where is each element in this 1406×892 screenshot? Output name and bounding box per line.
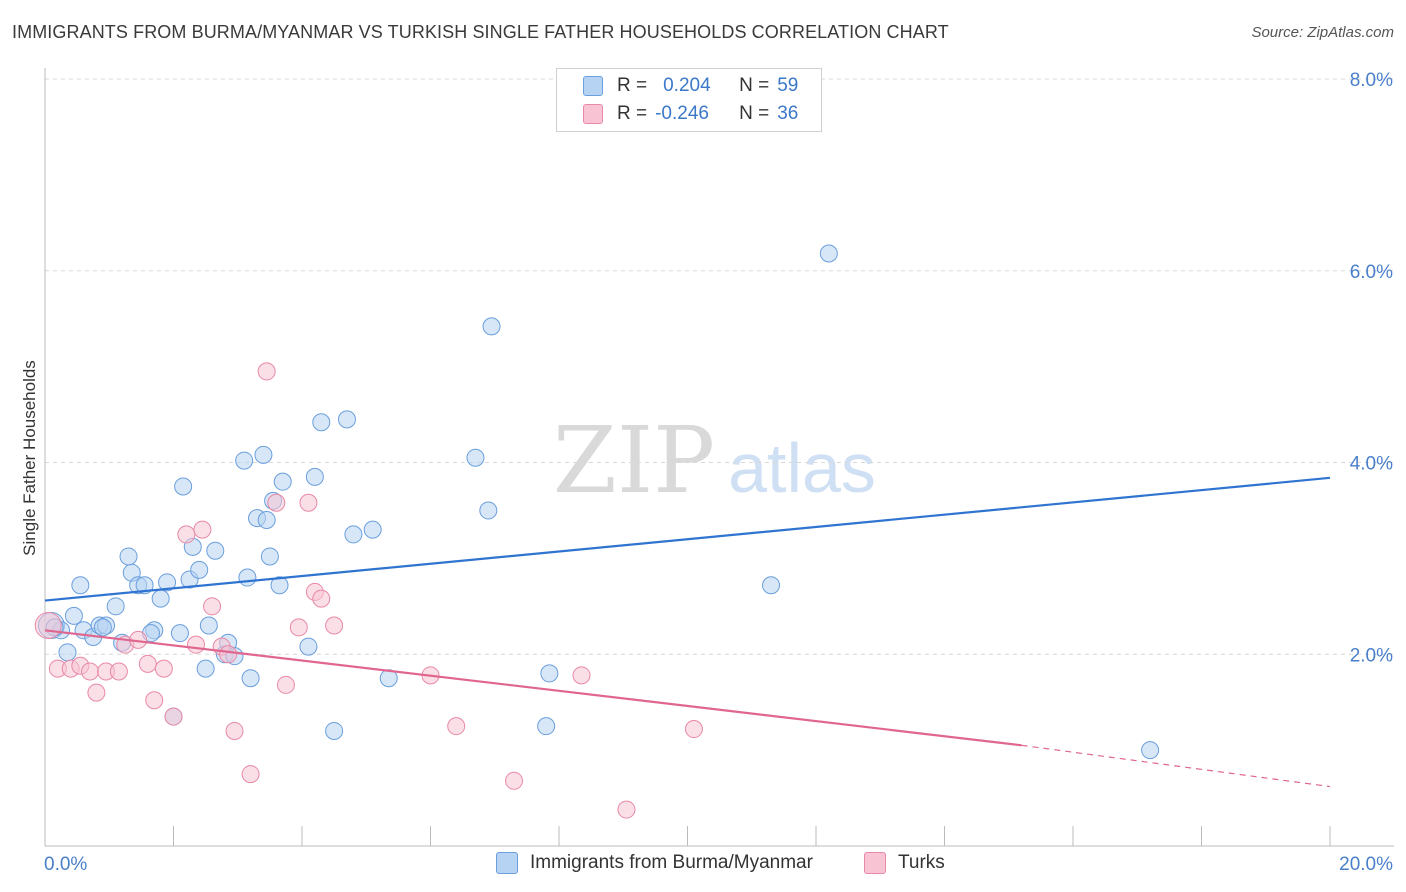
turks-point	[80, 662, 99, 681]
burma-point	[537, 717, 556, 736]
burma-point	[199, 616, 218, 635]
turks-point	[505, 771, 524, 790]
turks-point	[684, 720, 703, 739]
turks-point	[276, 675, 295, 694]
y-axis-title: Single Father Households	[20, 360, 39, 556]
bottom-legend-swatch-pink	[864, 852, 886, 874]
legend-n-value: 36	[777, 103, 799, 124]
burma-point	[119, 547, 138, 566]
legend-swatch-pink	[583, 104, 603, 124]
turks-point	[219, 645, 238, 664]
turks-point	[572, 666, 591, 685]
turks-point	[299, 493, 318, 512]
legend-r-value: -0.246	[655, 103, 709, 124]
turks-trend-line	[44, 629, 1022, 747]
turks-point	[109, 662, 128, 681]
burma-point	[257, 511, 276, 530]
source-label: Source: ZipAtlas.com	[1251, 24, 1394, 41]
turks-point	[241, 765, 260, 784]
legend-n-label: N =	[739, 103, 770, 124]
burma-point	[762, 576, 781, 595]
legend-row-turks: R = -0.246 N = 36	[583, 101, 798, 127]
burma-point	[260, 547, 279, 566]
burma-point	[196, 659, 215, 678]
bottom-legend-swatch-blue	[496, 852, 518, 874]
burma-point	[93, 618, 112, 637]
turks-point	[267, 493, 286, 512]
chart-title: IMMIGRANTS FROM BURMA/MYANMAR VS TURKISH…	[12, 22, 949, 42]
burma-point	[190, 560, 209, 579]
turks-point	[34, 611, 62, 639]
turks-point	[154, 659, 173, 678]
turks-point	[447, 717, 466, 736]
turks-point	[186, 635, 205, 654]
burma-point	[299, 637, 318, 656]
burma-point	[58, 643, 77, 662]
burma-point	[235, 451, 254, 470]
burma-point	[273, 472, 292, 491]
burma-point	[241, 669, 260, 688]
legend-n-value: 59	[777, 75, 799, 96]
legend-r-label: R =	[617, 103, 648, 124]
watermark-zip: ZIP	[553, 407, 715, 514]
turks-point	[164, 707, 183, 726]
burma-point	[206, 541, 225, 560]
burma-point	[238, 568, 257, 587]
legend-r-value: 0.204	[663, 75, 711, 96]
correlation-legend: R = 0.204 N = 59 R = -0.246 N = 36	[556, 68, 822, 132]
burma-point	[344, 525, 363, 544]
bottom-legend-burma: Immigrants from Burma/Myanmar	[496, 852, 813, 874]
burma-point	[479, 501, 498, 520]
burma-point	[325, 721, 344, 740]
burma-point	[466, 448, 485, 467]
turks-point	[257, 362, 276, 381]
turks-trend-extension	[1021, 744, 1331, 788]
legend-row-burma: R = 0.204 N = 59	[583, 73, 798, 99]
burma-point	[135, 576, 154, 595]
turks-point	[138, 654, 157, 673]
legend-n-label: N =	[739, 75, 770, 96]
turks-point	[87, 683, 106, 702]
turks-point	[225, 721, 244, 740]
burma-point	[337, 410, 356, 429]
burma-point	[174, 477, 193, 496]
burma-point	[482, 317, 501, 336]
legend-r-label: R =	[617, 75, 648, 96]
legend-swatch-blue	[583, 76, 603, 96]
burma-point	[64, 606, 83, 625]
burma-point	[312, 413, 331, 432]
bottom-legend-label: Immigrants from Burma/Myanmar	[530, 852, 813, 873]
burma-point	[1141, 741, 1160, 760]
turks-point	[193, 520, 212, 539]
turks-point	[617, 800, 636, 819]
burma-point	[270, 576, 289, 595]
burma-trend-line	[44, 476, 1331, 602]
x-tick-label: 0.0%	[44, 854, 87, 875]
burma-point	[819, 244, 838, 263]
burma-point	[151, 589, 170, 608]
y-tick-label: 4.0%	[1350, 454, 1393, 475]
burma-point	[254, 445, 273, 464]
turks-point	[289, 618, 308, 637]
burma-point	[305, 467, 324, 486]
bottom-legend-label: Turks	[898, 852, 945, 873]
burma-point	[363, 520, 382, 539]
burma-point	[106, 597, 125, 616]
y-tick-label: 8.0%	[1350, 70, 1393, 91]
turks-point	[312, 589, 331, 608]
burma-point	[170, 624, 189, 643]
burma-point	[158, 573, 177, 592]
burma-point	[540, 664, 559, 683]
burma-point	[71, 576, 90, 595]
x-tick-label: 20.0%	[1339, 854, 1393, 875]
bottom-legend-turks: Turks	[864, 852, 945, 874]
watermark-atlas: atlas	[728, 429, 876, 507]
turks-point	[203, 597, 222, 616]
y-tick-label: 2.0%	[1350, 645, 1393, 666]
turks-point	[177, 525, 196, 544]
turks-point	[145, 691, 164, 710]
turks-point	[325, 616, 344, 635]
y-tick-label: 6.0%	[1350, 262, 1393, 283]
